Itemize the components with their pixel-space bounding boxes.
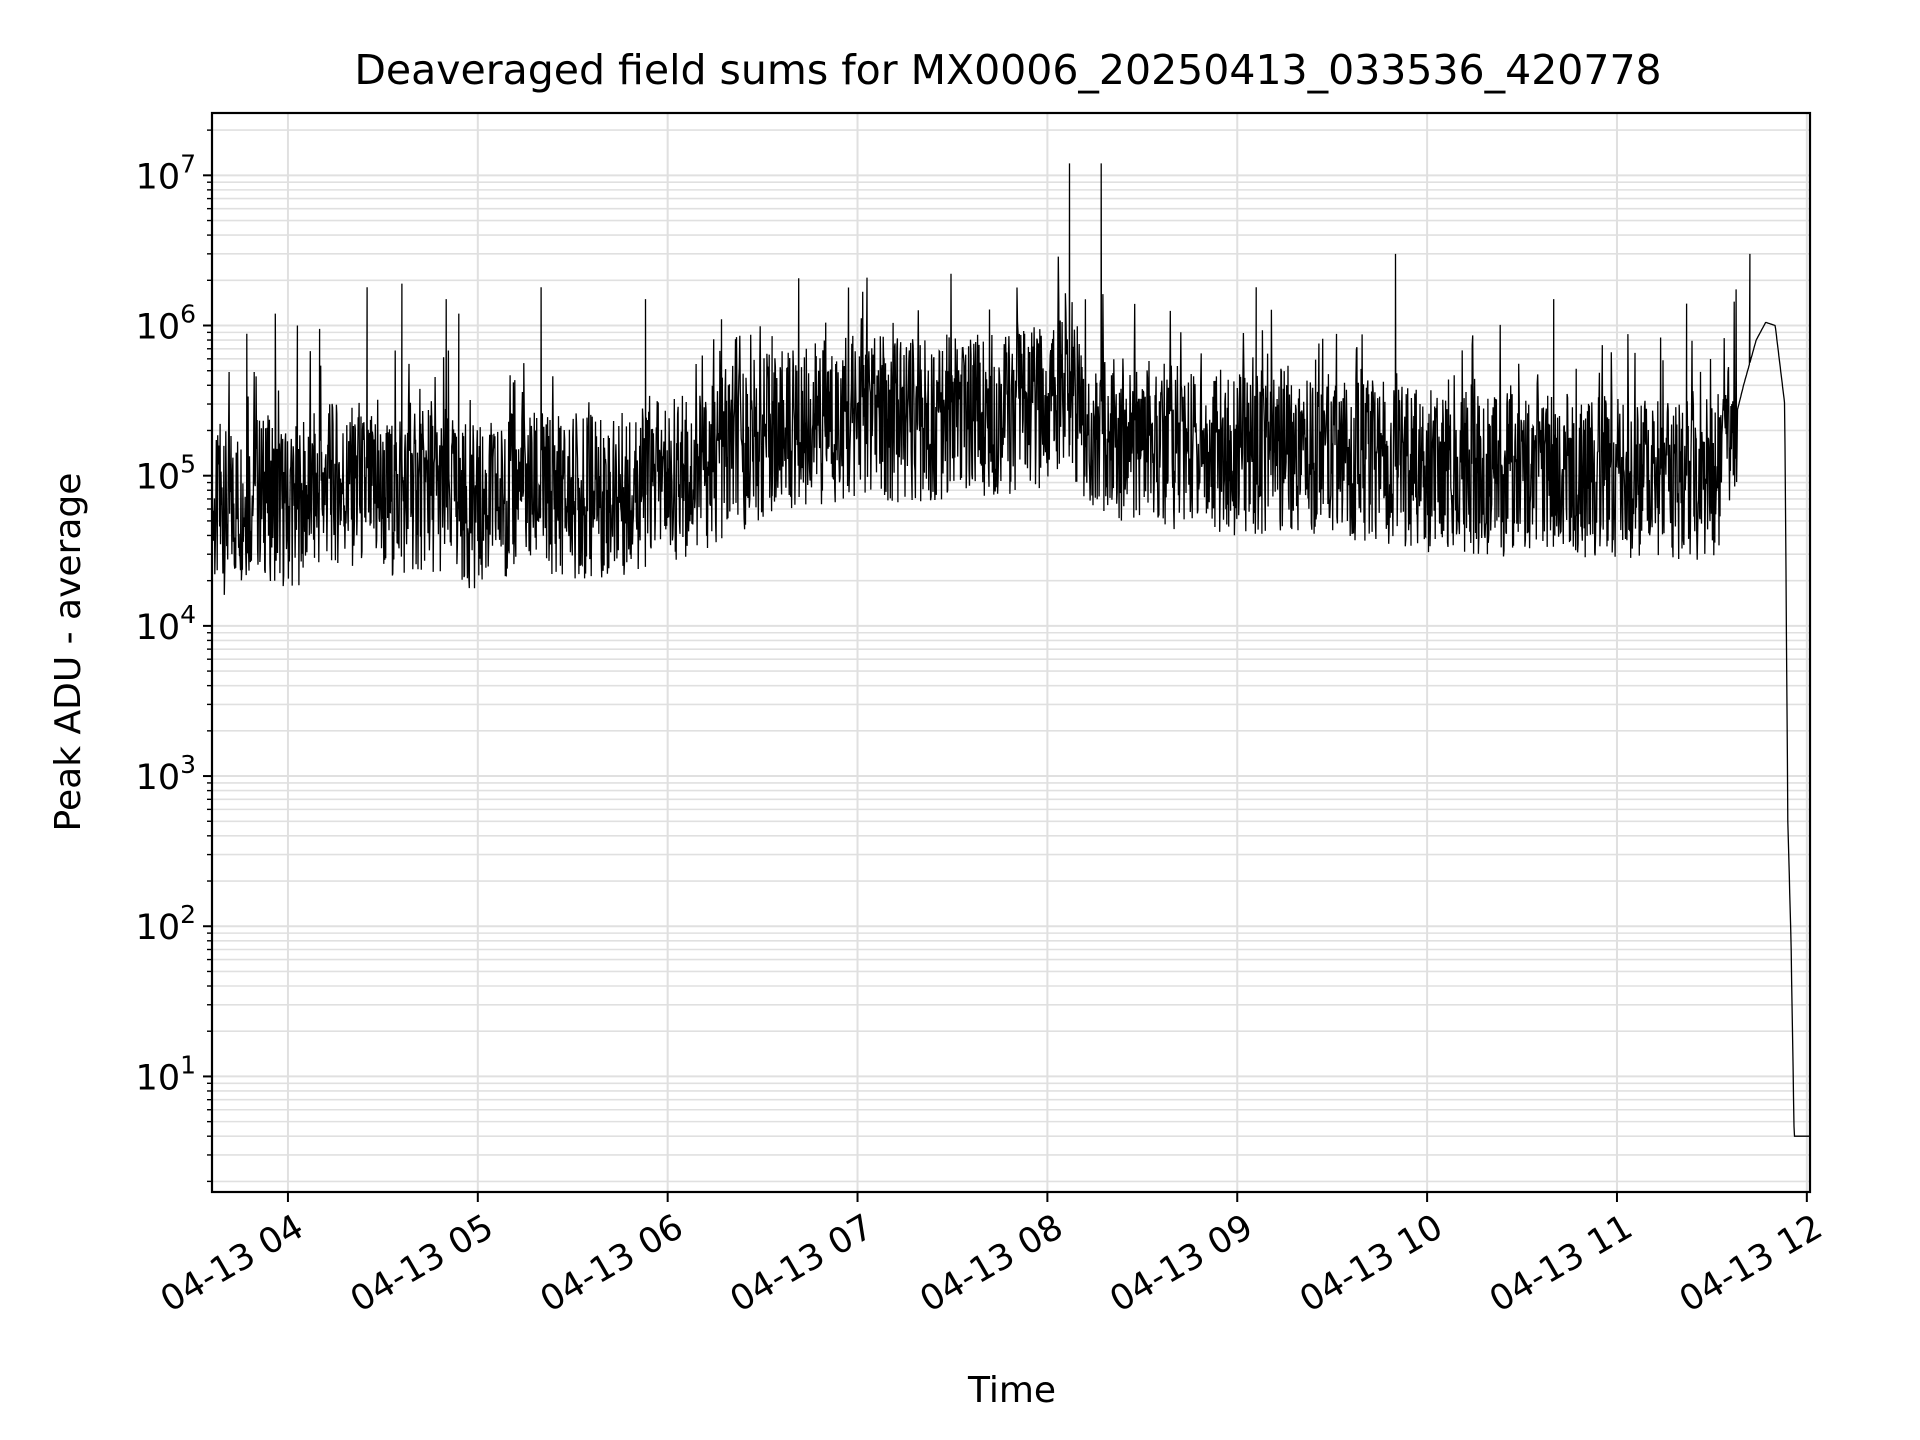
y-tick-label: 106	[136, 300, 196, 348]
grid	[212, 113, 1810, 1192]
series-line	[211, 163, 1810, 1137]
series-layer	[211, 163, 1810, 1137]
y-tick-label: 105	[136, 450, 196, 498]
y-tick-label: 102	[136, 900, 196, 948]
chart-title: Deaveraged field sums for MX0006_2025041…	[354, 46, 1661, 94]
plot-frame	[210, 111, 1812, 1194]
y-tick-label: 107	[136, 149, 196, 197]
y-tick-label: 101	[136, 1050, 196, 1098]
y-axis-label: Peak ADU - average	[48, 473, 89, 832]
y-axis: 101 102 103 104 105 106 107	[136, 129, 212, 1183]
y-tick-label: 103	[136, 750, 196, 798]
y-tick-label: 104	[136, 600, 196, 648]
x-axis-label: Time	[967, 1370, 1056, 1411]
